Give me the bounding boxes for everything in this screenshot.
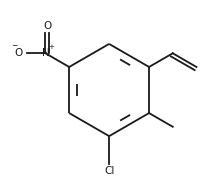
Text: Cl: Cl	[104, 166, 114, 176]
Text: −: −	[11, 41, 18, 50]
Text: +: +	[48, 44, 54, 50]
Text: O: O	[15, 48, 23, 57]
Text: N: N	[42, 48, 49, 58]
Text: O: O	[43, 21, 52, 31]
